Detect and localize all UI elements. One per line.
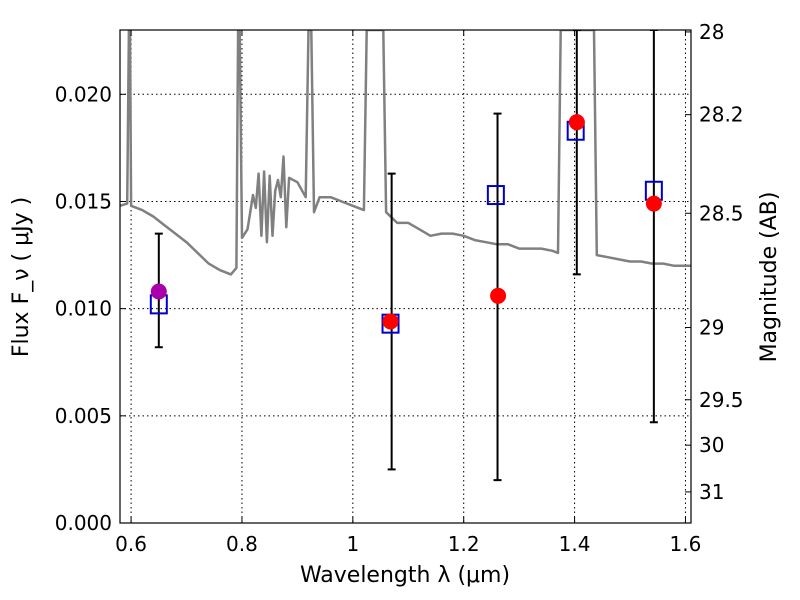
model-spectrum-line [120,30,691,276]
plot-frame [119,29,692,524]
axes: 0.6 0.8 1 1.2 1.4 1.6 0.000 0.005 0.010 0.015 0.02… [55,20,744,556]
right-axis-title: Magnitude (AB) [757,192,782,363]
x-tick-label: 0.6 [115,532,147,556]
y-tick-label: 0.020 [55,82,112,106]
y-tick-label: 0.005 [55,404,112,428]
x-tick-label: 1.4 [559,532,591,556]
x-tick-label: 1 [346,532,359,556]
observed-flux-point [490,287,507,304]
x-tick-label: 0.8 [226,532,258,556]
x-axis-title: Wavelength λ (μm) [300,563,510,588]
y-tick-label: 0.010 [55,297,112,321]
grid-lines [120,30,691,524]
right-tick-label: 31 [699,480,724,504]
observed-flux-point [382,313,399,330]
right-tick-label: 28.2 [699,103,744,127]
observed-flux-point [150,283,167,300]
right-tick-label: 29.5 [699,388,744,412]
right-tick-label: 30 [699,433,724,457]
model-photometry-square [486,185,505,206]
right-tick-label: 28 [699,20,724,44]
right-tick-label: 29 [699,316,724,340]
observed-flux-point [645,195,662,212]
y-tick-label: 0.000 [55,511,112,535]
plot-area [120,30,691,482]
x-tick-label: 1.2 [448,532,480,556]
y-axis-title: Flux F_ν ( μJy ) [9,197,34,357]
x-tick-label: 1.6 [670,532,702,556]
right-tick-label: 28.5 [699,201,744,225]
observed-flux-point [568,114,585,131]
y-tick-label: 0.015 [55,189,112,213]
